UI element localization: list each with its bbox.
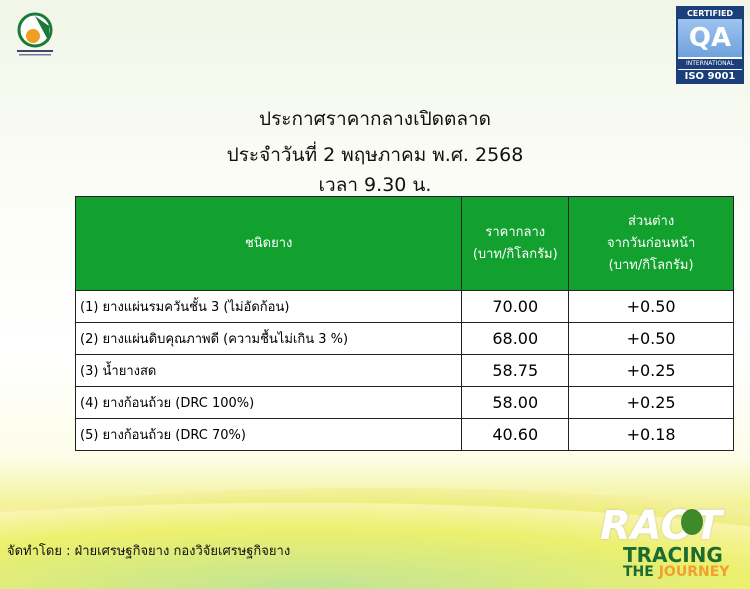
price: 70.00 <box>461 290 570 323</box>
date-line: ประจำวันที่ 2 พฤษภาคม พ.ศ. 2568 <box>226 144 524 166</box>
tracing-text: TRACING <box>623 543 723 567</box>
diff: +0.25 <box>568 386 734 419</box>
table-row: (3) น้ำยางสด 58.75 +0.25 <box>74 354 734 387</box>
cert-label: CERTIFIED <box>678 8 742 19</box>
header-type: ชนิดยาง <box>74 196 463 291</box>
the-text: THE <box>623 564 654 580</box>
table-header: ชนิดยาง ราคากลาง (บาท/กิโลกรัม) ส่วนต่างจ… <box>74 196 734 291</box>
diff: +0.50 <box>568 322 734 355</box>
qa-mark: QA <box>678 19 742 57</box>
header-price-label: ราคากลาง <box>485 224 546 240</box>
tree-icon <box>681 509 703 535</box>
header-price-unit: (บาท/กิโลกรัม) <box>472 246 558 262</box>
time-line: เวลา 9.30 น. <box>318 174 432 196</box>
rubber-type: (3) น้ำยางสด <box>74 354 463 387</box>
rubber-type: (1) ยางแผ่นรมควันชั้น 3 (ไม่อัดก้อน) <box>74 290 463 323</box>
cert-international: INTERNATIONAL <box>678 59 742 69</box>
price: 58.75 <box>461 354 570 387</box>
diff: +0.50 <box>568 290 734 323</box>
price: 68.00 <box>461 322 570 355</box>
table-row: (4) ยางก้อนถ้วย (DRC 100%) 58.00 +0.25 <box>74 386 734 419</box>
price-table: ชนิดยาง ราคากลาง (บาท/กิโลกรัม) ส่วนต่างจ… <box>74 196 734 451</box>
table-row: (5) ยางก้อนถ้วย (DRC 70%) 40.60 +0.18 <box>74 418 734 451</box>
rubber-type: (5) ยางก้อนถ้วย (DRC 70%) <box>74 418 463 451</box>
raot-tracing-logo: RAOT TRACING THE JOURNEY <box>598 503 743 583</box>
page-title: ประกาศราคากลางเปิดตลาด <box>259 108 491 130</box>
rubber-type: (2) ยางแผ่นดิบคุณภาพดี (ความชื้นไม่เกิน … <box>74 322 463 355</box>
raot-logo <box>17 12 53 56</box>
rubber-type: (4) ยางก้อนถ้วย (DRC 100%) <box>74 386 463 419</box>
diff: +0.25 <box>568 354 734 387</box>
table-row: (2) ยางแผ่นดิบคุณภาพดี (ความชื้นไม่เกิน … <box>74 322 734 355</box>
prepared-by: จัดทำโดย : ฝ่ายเศรษฐกิจยาง กองวิจัยเศรษฐ… <box>7 544 291 559</box>
background-wave <box>0 470 750 589</box>
iso-label: ISO 9001 <box>678 70 742 83</box>
iso-certified-badge: CERTIFIED QA INTERNATIONAL ISO 9001 <box>676 6 744 84</box>
header-diff-label: ส่วนต่าง <box>627 213 675 229</box>
price: 58.00 <box>461 386 570 419</box>
header-price: ราคากลาง (บาท/กิโลกรัม) <box>461 196 570 291</box>
header-diff: ส่วนต่างจากวันก่อนหน้า (บาท/กิโลกรัม) <box>568 196 734 291</box>
header-diff-sub: จากวันก่อนหน้า <box>606 235 696 251</box>
diff: +0.18 <box>568 418 734 451</box>
journey-text: JOURNEY <box>658 564 730 580</box>
table-row: (1) ยางแผ่นรมควันชั้น 3 (ไม่อัดก้อน) 70.0… <box>74 290 734 323</box>
header-diff-unit: (บาท/กิโลกรัม) <box>608 257 694 273</box>
price: 40.60 <box>461 418 570 451</box>
